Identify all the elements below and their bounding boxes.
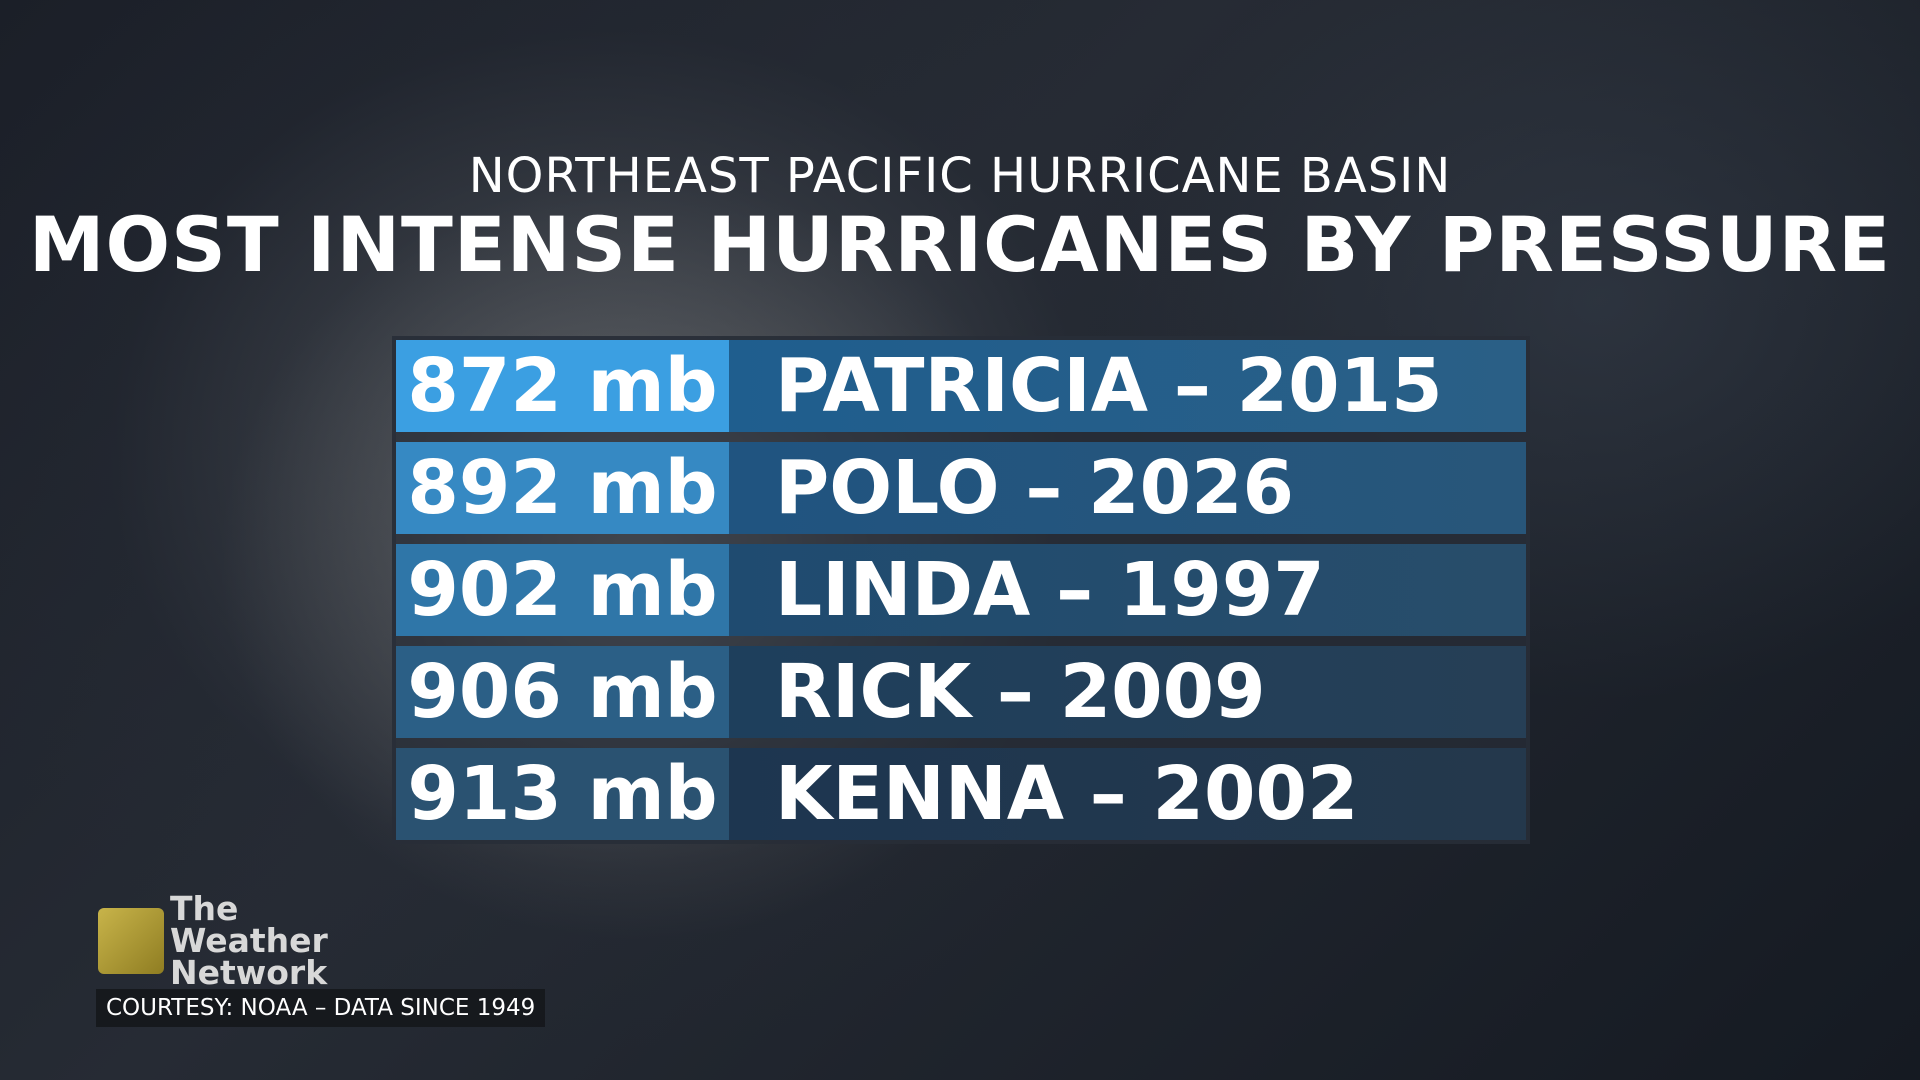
pressure-cell: 906 mb [396,646,729,738]
name-cell: PATRICIA – 2015 [729,340,1526,432]
pressure-cell: 913 mb [396,748,729,840]
pressure-cell: 872 mb [396,340,729,432]
name-cell: LINDA – 1997 [729,544,1526,636]
credit: COURTESY: NOAA – DATA SINCE 1949 [96,989,546,1027]
name-cell: RICK – 2009 [729,646,1526,738]
table-row: 906 mb RICK – 2009 [396,646,1526,738]
subtitle: NORTHEAST PACIFIC HURRICANE BASIN [468,148,1452,204]
table-row: 892 mb POLO – 2026 [396,442,1526,534]
table-row: 902 mb LINDA – 1997 [396,544,1526,636]
logo: The Weather Network [98,892,390,989]
pressure-cell: 902 mb [396,544,729,636]
ranking-table: 872 mb PATRICIA – 2015 892 mb POLO – 2026 90… [392,336,1530,844]
title: MOST INTENSE HURRICANES BY PRESSURE [28,200,1892,289]
table-row: 913 mb KENNA – 2002 [396,748,1526,840]
name-cell: KENNA – 2002 [729,748,1526,840]
logo-mark [98,908,164,974]
name-cell: POLO – 2026 [729,442,1526,534]
table-row: 872 mb PATRICIA – 2015 [396,340,1526,432]
pressure-cell: 892 mb [396,442,729,534]
logo-text: The Weather Network [170,889,328,992]
